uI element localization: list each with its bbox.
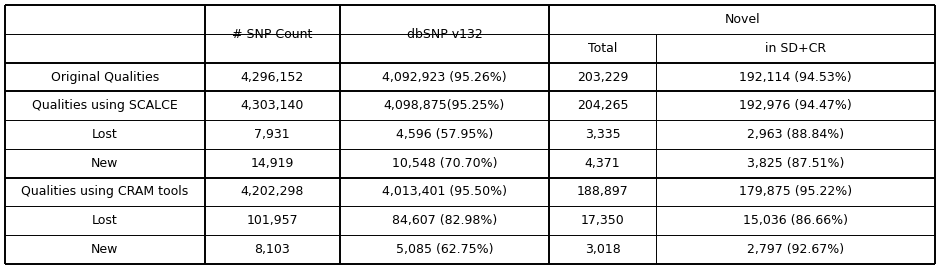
Text: 3,018: 3,018 xyxy=(585,243,620,256)
Text: 14,919: 14,919 xyxy=(251,157,294,170)
Text: 3,335: 3,335 xyxy=(585,128,620,141)
Text: 192,976 (94.47%): 192,976 (94.47%) xyxy=(740,99,852,112)
Text: Qualities using CRAM tools: Qualities using CRAM tools xyxy=(21,185,188,198)
Text: 188,897: 188,897 xyxy=(577,185,629,198)
Text: 3,825 (87.51%): 3,825 (87.51%) xyxy=(747,157,844,170)
Text: 5,085 (62.75%): 5,085 (62.75%) xyxy=(396,243,494,256)
Text: 4,092,923 (95.26%): 4,092,923 (95.26%) xyxy=(382,71,507,84)
Text: dbSNP v132: dbSNP v132 xyxy=(406,28,482,41)
Text: Qualities using SCALCE: Qualities using SCALCE xyxy=(32,99,178,112)
Text: 101,957: 101,957 xyxy=(246,214,298,227)
Text: # SNP Count: # SNP Count xyxy=(232,28,312,41)
Text: 4,098,875(95.25%): 4,098,875(95.25%) xyxy=(384,99,505,112)
Text: 17,350: 17,350 xyxy=(581,214,624,227)
Text: 203,229: 203,229 xyxy=(577,71,628,84)
Text: 8,103: 8,103 xyxy=(255,243,290,256)
Text: New: New xyxy=(91,157,118,170)
Text: 192,114 (94.53%): 192,114 (94.53%) xyxy=(740,71,852,84)
Text: Total: Total xyxy=(588,42,618,55)
Text: 2,963 (88.84%): 2,963 (88.84%) xyxy=(747,128,844,141)
Text: 4,303,140: 4,303,140 xyxy=(241,99,304,112)
Text: 204,265: 204,265 xyxy=(577,99,628,112)
Text: Original Qualities: Original Qualities xyxy=(51,71,159,84)
Text: 10,548 (70.70%): 10,548 (70.70%) xyxy=(392,157,497,170)
Text: 4,013,401 (95.50%): 4,013,401 (95.50%) xyxy=(382,185,507,198)
Text: 2,797 (92.67%): 2,797 (92.67%) xyxy=(747,243,844,256)
Text: New: New xyxy=(91,243,118,256)
Text: Lost: Lost xyxy=(92,128,118,141)
Text: Lost: Lost xyxy=(92,214,118,227)
Text: 179,875 (95.22%): 179,875 (95.22%) xyxy=(739,185,853,198)
Text: 4,296,152: 4,296,152 xyxy=(241,71,304,84)
Text: Novel: Novel xyxy=(725,13,760,26)
Text: 4,596 (57.95%): 4,596 (57.95%) xyxy=(396,128,494,141)
Text: in SD+CR: in SD+CR xyxy=(765,42,826,55)
Text: 4,371: 4,371 xyxy=(585,157,620,170)
Text: 7,931: 7,931 xyxy=(255,128,290,141)
Text: 4,202,298: 4,202,298 xyxy=(241,185,304,198)
Text: 15,036 (86.66%): 15,036 (86.66%) xyxy=(744,214,848,227)
Text: 84,607 (82.98%): 84,607 (82.98%) xyxy=(392,214,497,227)
